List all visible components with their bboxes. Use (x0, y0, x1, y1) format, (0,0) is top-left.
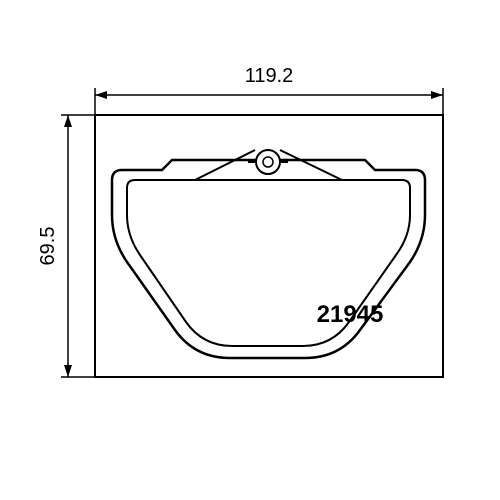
retaining-clip (195, 150, 342, 180)
height-dimension-label: 69.5 (37, 227, 59, 266)
technical-drawing: 119.2 69.5 21 (0, 0, 500, 500)
diagram-container: 119.2 69.5 21 (0, 0, 500, 500)
height-dimension: 69.5 (37, 115, 95, 377)
width-dimension-label: 119.2 (245, 65, 294, 87)
width-dimension: 119.2 (95, 65, 443, 115)
part-number-label: 21945 (317, 301, 384, 328)
